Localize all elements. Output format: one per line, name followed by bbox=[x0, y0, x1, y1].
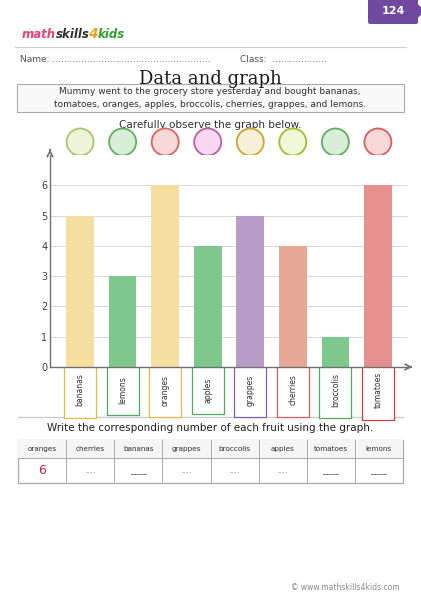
FancyBboxPatch shape bbox=[17, 84, 404, 112]
Bar bbox=[18, 440, 403, 483]
Text: lemons: lemons bbox=[118, 376, 127, 404]
Text: Write the corresponding number of each fruit using the graph.: Write the corresponding number of each f… bbox=[47, 423, 373, 433]
Text: bananas: bananas bbox=[123, 446, 154, 452]
Text: lemons: lemons bbox=[366, 446, 392, 452]
Text: ....: .... bbox=[229, 466, 240, 475]
Text: grappes: grappes bbox=[172, 446, 201, 452]
Text: Name: .......................................................: Name: ..................................… bbox=[20, 55, 210, 64]
Text: tomatoes: tomatoes bbox=[314, 446, 348, 452]
Bar bbox=[152, 185, 179, 367]
Text: broccolis: broccolis bbox=[331, 373, 340, 407]
Circle shape bbox=[67, 129, 93, 155]
Text: 4: 4 bbox=[88, 27, 98, 41]
Bar bbox=[237, 215, 264, 367]
Text: ....: .... bbox=[181, 466, 192, 475]
Bar bbox=[18, 440, 403, 458]
Text: Mummy went to the grocery store yesterday and bought bananas,
tomatoes, oranges,: Mummy went to the grocery store yesterda… bbox=[54, 87, 366, 109]
Circle shape bbox=[152, 129, 179, 155]
Text: bananas: bananas bbox=[76, 374, 85, 406]
Text: grappes: grappes bbox=[246, 374, 255, 406]
FancyBboxPatch shape bbox=[368, 0, 418, 24]
Bar bbox=[194, 246, 221, 367]
Circle shape bbox=[237, 129, 264, 155]
Text: math: math bbox=[22, 29, 56, 42]
Text: cherries: cherries bbox=[288, 375, 297, 405]
Text: ____: ____ bbox=[370, 466, 387, 475]
Circle shape bbox=[322, 129, 349, 155]
Bar bbox=[66, 215, 94, 367]
Text: apples: apples bbox=[271, 446, 295, 452]
Text: Data and graph: Data and graph bbox=[139, 70, 281, 88]
Text: broccolis: broccolis bbox=[218, 446, 250, 452]
Text: oranges: oranges bbox=[161, 374, 170, 406]
Text: ....: .... bbox=[85, 466, 96, 475]
Text: 124: 124 bbox=[381, 6, 405, 16]
Text: apples: apples bbox=[203, 377, 212, 403]
Bar bbox=[364, 185, 392, 367]
Text: tomatoes: tomatoes bbox=[373, 372, 382, 408]
Text: 6: 6 bbox=[38, 464, 46, 477]
Polygon shape bbox=[416, 4, 421, 18]
Circle shape bbox=[194, 129, 221, 155]
Text: ____: ____ bbox=[322, 466, 339, 475]
Text: Class:  ...................: Class: ................... bbox=[240, 55, 327, 64]
Text: cherries: cherries bbox=[76, 446, 105, 452]
Text: oranges: oranges bbox=[27, 446, 57, 452]
Circle shape bbox=[109, 129, 136, 155]
Bar bbox=[322, 337, 349, 367]
Text: skills: skills bbox=[56, 29, 90, 42]
Text: ____: ____ bbox=[130, 466, 147, 475]
Text: Carefully observe the graph below.: Carefully observe the graph below. bbox=[119, 120, 301, 130]
Text: ....: .... bbox=[277, 466, 288, 475]
Circle shape bbox=[279, 129, 306, 155]
Bar bbox=[279, 246, 306, 367]
Circle shape bbox=[365, 129, 392, 155]
Bar bbox=[109, 276, 136, 367]
Text: kids: kids bbox=[98, 29, 125, 42]
Text: © www.mathskills4kids.com: © www.mathskills4kids.com bbox=[291, 583, 400, 591]
